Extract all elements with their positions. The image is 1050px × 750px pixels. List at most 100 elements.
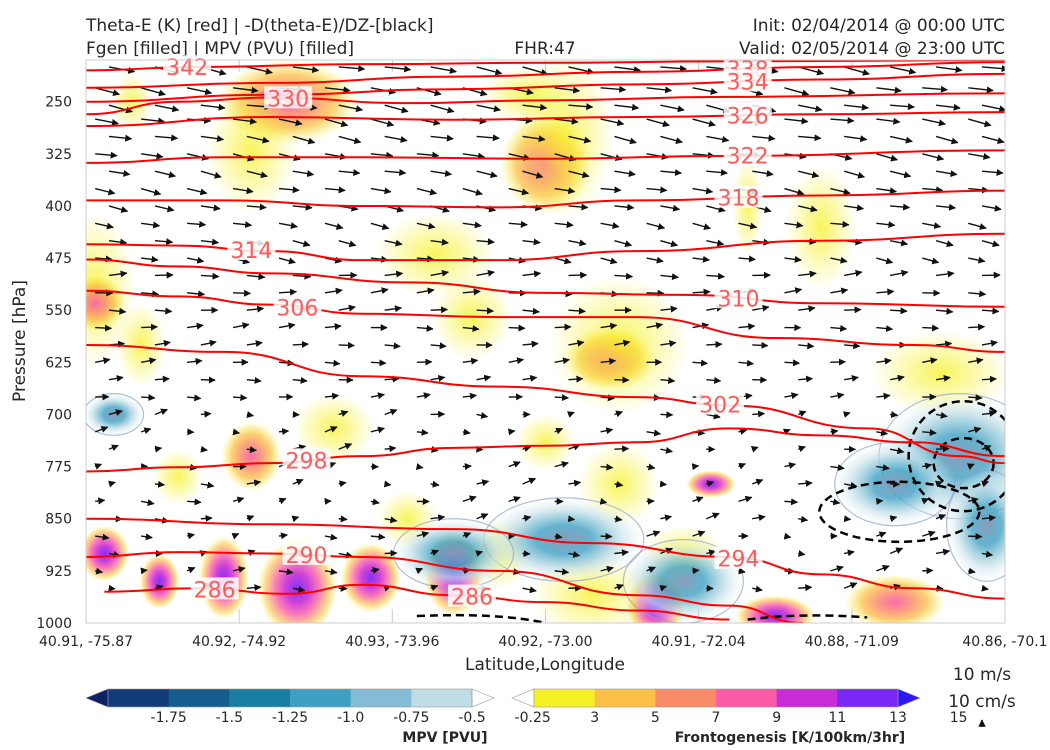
- wind-vector: [522, 586, 537, 594]
- wind-vector: [476, 412, 489, 419]
- wind-vector: [94, 426, 109, 433]
- fgen-fill-region: [735, 595, 816, 623]
- colorbar-tick-label: -1.25: [272, 710, 308, 726]
- wind-vector: [415, 463, 424, 470]
- wind-vector: [921, 497, 930, 505]
- wind-vector: [338, 304, 356, 312]
- wind-vector: [384, 135, 408, 143]
- wind-vector: [660, 104, 685, 113]
- wind-vector: [981, 375, 997, 383]
- wind-vector: [830, 116, 855, 124]
- colorbar-tick-label: 11: [828, 710, 846, 726]
- wind-vector: [554, 394, 569, 402]
- wind-vector: [141, 323, 158, 331]
- wind-vector: [338, 104, 364, 113]
- wind-vector: [95, 533, 110, 541]
- wind-vector: [430, 306, 449, 314]
- wind-vector: [108, 238, 128, 246]
- y-tick-label: 1000: [36, 616, 72, 632]
- fgen-fill-region: [870, 331, 1005, 415]
- fgen-fill-region: [152, 449, 203, 505]
- wind-vector: [876, 153, 899, 162]
- wind-vector: [752, 514, 766, 522]
- colorbar-segment: [534, 689, 596, 707]
- wind-vector: [554, 187, 576, 195]
- stability-contour: [907, 399, 1005, 513]
- wind-vector: [508, 496, 521, 503]
- wind-vector: [692, 222, 712, 231]
- wind-vector: [462, 187, 483, 196]
- wind-vector: [430, 104, 455, 114]
- wind-vector: [232, 496, 245, 504]
- wind-vector: [554, 117, 579, 125]
- wind-vector: [522, 103, 548, 111]
- wind-vector: [108, 134, 133, 142]
- theta-e-line: [86, 111, 1005, 128]
- wind-vector: [508, 461, 521, 468]
- colorbar-segment: [776, 689, 838, 707]
- wind-vector: [844, 269, 863, 277]
- wind-vector: [889, 135, 913, 144]
- wind-vector: [154, 238, 174, 246]
- wind-vector: [922, 324, 940, 332]
- wind-vector: [568, 203, 589, 211]
- wind-vector: [830, 358, 846, 366]
- wind-vector: [416, 151, 440, 159]
- wind-vector: [706, 340, 723, 348]
- y-tick-label: 325: [45, 147, 72, 163]
- wind-vector: [646, 256, 664, 264]
- wind-vector: [476, 66, 503, 76]
- mpv-fill-region: [622, 539, 744, 623]
- wind-vector: [291, 515, 300, 523]
- wind-vector: [186, 187, 208, 196]
- wind-vector: [784, 221, 804, 229]
- wind-vector: [614, 515, 623, 523]
- wind-vector: [752, 134, 776, 142]
- wind-vector: [922, 118, 946, 127]
- wind-vector: [370, 426, 385, 434]
- wind-vector: [844, 135, 868, 143]
- theta-e-contours: [86, 60, 1005, 623]
- wind-vector: [415, 567, 424, 575]
- fgen-fill-region: [375, 212, 496, 297]
- wind-vector: [476, 134, 500, 142]
- wind-vector: [200, 238, 220, 246]
- x-tick-label: 40.88, -71.09: [805, 634, 899, 650]
- wind-vector: [889, 447, 905, 455]
- wind-vector: [430, 269, 449, 277]
- wind-vector: [706, 239, 725, 247]
- wind-vector: [738, 462, 746, 470]
- wind-vector: [141, 499, 155, 507]
- mpv-fill-region: [86, 393, 145, 436]
- wind-vector: [798, 270, 817, 278]
- theta-e-line: [86, 149, 1005, 164]
- forecast-hour: FHR:47: [514, 39, 575, 59]
- theta-e-label: 298: [286, 449, 328, 474]
- wind-vector: [659, 584, 668, 592]
- colorbar-segment: [716, 689, 778, 707]
- theta-e-label-bg: [227, 238, 276, 261]
- wind-vector: [476, 269, 495, 277]
- wind-vector: [936, 445, 950, 453]
- wind-vector: [797, 410, 807, 417]
- fgen-fill-region: [206, 87, 297, 213]
- wind-vector: [430, 480, 440, 488]
- wind-vector: [338, 240, 357, 248]
- wind-vector: [462, 221, 482, 229]
- stability-contour: [416, 613, 546, 623]
- wind-vector: [981, 307, 1000, 315]
- wind-vector: [568, 339, 585, 347]
- wind-vector: [522, 340, 539, 348]
- wind-vector: [508, 357, 525, 365]
- wind-vector: [232, 117, 258, 125]
- wind-vector: [646, 463, 656, 471]
- wind-vector: [154, 339, 171, 347]
- theta-e-label-bg: [723, 69, 772, 92]
- wind-vector: [476, 104, 501, 113]
- wind-vector: [416, 222, 436, 230]
- wind-vector: [968, 357, 984, 365]
- wind-vector: [186, 256, 205, 264]
- wind-vector: [706, 412, 721, 420]
- wind-vector: [844, 374, 859, 382]
